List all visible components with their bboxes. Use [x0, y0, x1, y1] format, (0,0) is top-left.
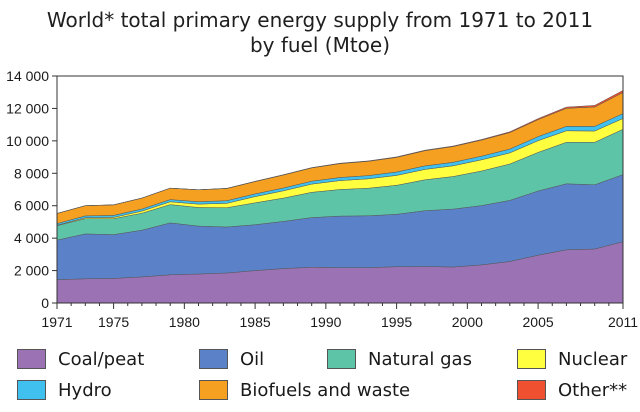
legend-label: Nuclear — [558, 348, 628, 370]
legend-item: Coal/peat — [17, 347, 144, 371]
legend-swatch — [199, 380, 228, 400]
legend-swatch — [327, 349, 356, 369]
x-tick-label: 1985 — [240, 314, 271, 330]
legend-label: Other** — [558, 379, 628, 401]
legend-label: Natural gas — [368, 348, 472, 370]
legend-item: Other** — [517, 378, 627, 402]
legend-label: Biofuels and waste — [240, 379, 411, 401]
x-tick-label: 1971 — [41, 314, 72, 330]
legend-label: Oil — [240, 348, 265, 370]
stacked-area-chart: 0 2 000 4 000 6 000 8 000 10 000 12 000 14 000 1… — [6, 68, 638, 330]
y-tick-label: 4 000 — [14, 230, 49, 246]
x-tick-label: 1995 — [381, 314, 412, 330]
legend-swatch — [199, 349, 228, 369]
y-tick-label: 12 000 — [6, 100, 49, 116]
y-tick-label: 6 000 — [14, 198, 49, 214]
x-tick-label: 1975 — [98, 314, 129, 330]
x-tick-label: 1980 — [169, 314, 200, 330]
x-tick-label: 2000 — [452, 314, 483, 330]
legend-item: Natural gas — [327, 347, 472, 371]
chart-title: World* total primary energy supply from … — [0, 8, 640, 58]
x-tick-label: 2005 — [523, 314, 554, 330]
legend-label: Hydro — [58, 379, 112, 401]
y-tick-label: 0 — [41, 295, 49, 311]
y-tick-label: 10 000 — [6, 133, 49, 149]
legend-swatch — [517, 349, 546, 369]
y-tick-label: 2 000 — [14, 263, 49, 279]
legend-item: Oil — [199, 347, 264, 371]
legend-swatch — [17, 380, 46, 400]
y-tick-label: 14 000 — [6, 68, 49, 84]
y-tick-label: 8 000 — [14, 165, 49, 181]
legend-item: Biofuels and waste — [199, 378, 410, 402]
x-tick-label: 1990 — [310, 314, 341, 330]
legend-swatch — [17, 349, 46, 369]
legend-label: Coal/peat — [58, 348, 145, 370]
x-tick-label: 2011 — [608, 314, 638, 330]
legend-item: Hydro — [17, 378, 112, 402]
chart-title-line-2: by fuel (Mtoe) — [249, 33, 391, 57]
chart-title-line-1: World* total primary energy supply from … — [46, 8, 594, 32]
legend-swatch — [517, 380, 546, 400]
legend: Coal/peat Oil Natural gas Nuclear Hydro Biofu… — [0, 340, 640, 412]
legend-item: Nuclear — [517, 347, 627, 371]
